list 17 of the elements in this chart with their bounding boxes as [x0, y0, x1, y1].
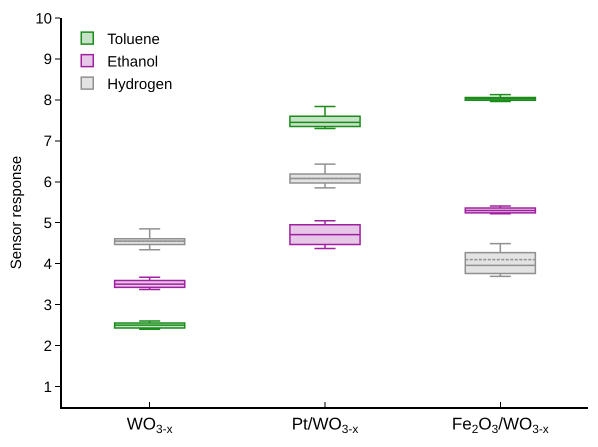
legend-label: Toluene	[107, 30, 160, 48]
y-tick-label: 8	[44, 92, 52, 110]
y-tick-label: 5	[44, 214, 52, 232]
y-tick-label: 4	[44, 256, 52, 273]
y-tick-label: 7	[44, 133, 52, 150]
y-tick-label: 3	[44, 296, 52, 314]
y-tick-label: 2	[44, 338, 52, 355]
y-tick-label: 9	[44, 51, 52, 68]
x-tick-label: Pt/WO$_{3-x}$	[292, 414, 358, 436]
y-axis-title: Sensor response	[8, 156, 25, 270]
y-tick-label: 1	[44, 378, 52, 396]
y-tick-label: 10	[35, 10, 52, 28]
x-tick-label: WO$_{3-x}$	[126, 414, 173, 436]
x-tick-label: Fe$_{2}$O$_{3}$/WO$_{3-x}$	[452, 414, 549, 436]
legend-label: Hydrogen	[107, 76, 172, 93]
y-tick-label: 6	[44, 174, 52, 192]
legend-label: Ethanol	[107, 53, 158, 70]
